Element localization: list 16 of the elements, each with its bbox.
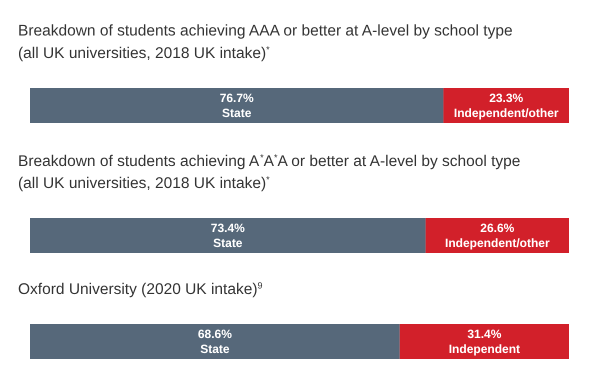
series-label: Independent/other [444,236,550,250]
data-label: 31.4% [467,327,502,341]
series-label: Independent [448,342,520,356]
series-label: State [222,106,252,120]
series-label: State [213,236,243,250]
series-label: Independent/other [454,106,559,120]
data-label: 73.4% [210,221,246,235]
chart-subtitle: (all UK universities, 2018 UK intake)* [18,44,270,62]
data-label: 23.3% [489,91,524,105]
chart-subtitle: (all UK universities, 2018 UK intake)* [18,174,270,192]
chart-title: Breakdown of students achieving AAA or better at A-level by school type [18,22,513,40]
chart-title: Breakdown of students achieving A*A*A or better at A-level by school type [18,152,520,170]
series-label: State [200,342,230,356]
data-label: 76.7% [220,91,254,105]
data-label: 26.6% [480,221,515,235]
data-label: 68.6% [198,327,232,341]
